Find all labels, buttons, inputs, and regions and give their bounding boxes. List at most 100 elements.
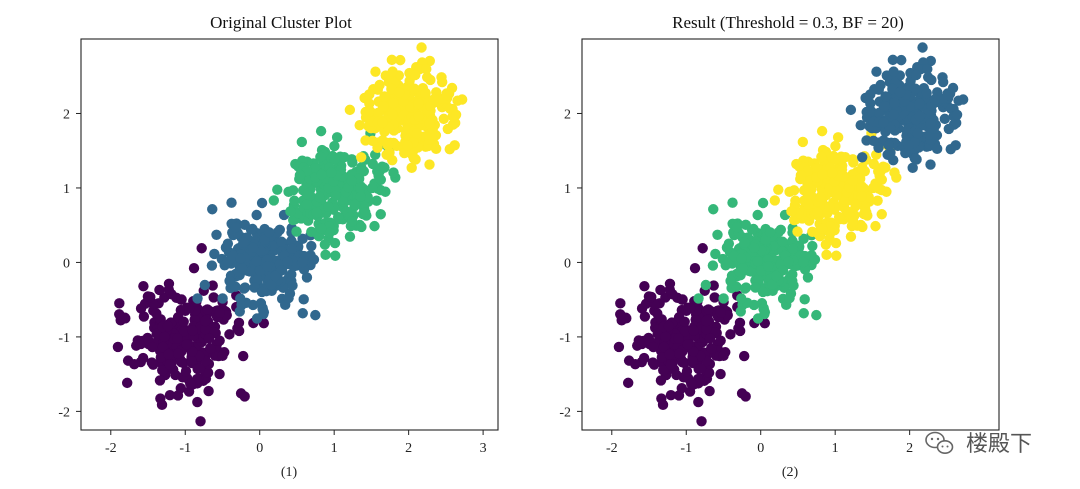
- x-tick-label: -2: [606, 441, 618, 456]
- data-point-cluster-1: [798, 256, 809, 268]
- data-point-cluster-2: [817, 169, 828, 180]
- data-point-cluster-1: [207, 204, 218, 215]
- data-point-cluster-0: [734, 325, 746, 337]
- data-point-cluster-0: [188, 263, 200, 274]
- data-point-cluster-0: [696, 416, 707, 427]
- data-point-cluster-3: [896, 54, 907, 66]
- data-point-cluster-3: [406, 162, 417, 174]
- data-point-cluster-3: [957, 94, 969, 105]
- data-point-cluster-0: [200, 323, 211, 335]
- data-point-cluster-0: [200, 315, 211, 327]
- data-point-cluster-3: [456, 94, 468, 105]
- y-tick-label: 0: [63, 256, 70, 271]
- data-point-cluster-0: [695, 363, 707, 374]
- data-point-cluster-1: [258, 306, 270, 318]
- data-point-cluster-0: [176, 294, 187, 305]
- watermark-text: 楼殿下: [966, 432, 1032, 457]
- data-point-cluster-3: [912, 127, 924, 139]
- y-tick-label: 2: [63, 107, 70, 122]
- data-point-cluster-3: [378, 101, 389, 112]
- data-point-cluster-1: [731, 222, 743, 233]
- data-point-cluster-0: [203, 385, 214, 397]
- data-point-cluster-0: [665, 359, 676, 370]
- data-point-cluster-2: [847, 175, 859, 186]
- data-point-cluster-0: [202, 367, 214, 378]
- data-point-cluster-0: [734, 317, 746, 329]
- scatter-points: [613, 42, 969, 427]
- data-point-cluster-1: [783, 256, 794, 268]
- data-point-cluster-2: [346, 175, 358, 186]
- data-point-cluster-0: [679, 316, 690, 327]
- data-point-cluster-0: [693, 396, 704, 408]
- data-point-cluster-0: [178, 325, 190, 337]
- data-point-cluster-3: [364, 89, 375, 100]
- data-point-cluster-2: [356, 221, 367, 233]
- data-point-cluster-0: [725, 329, 736, 340]
- data-point-cluster-0: [155, 393, 166, 404]
- data-point-cluster-3: [888, 109, 899, 120]
- data-point-cluster-3: [907, 162, 918, 174]
- data-point-cluster-1: [752, 209, 763, 221]
- data-point-cluster-0: [677, 357, 688, 368]
- data-point-cluster-0: [202, 304, 213, 315]
- data-point-cluster-0: [689, 263, 701, 274]
- data-point-cluster-0: [203, 333, 215, 344]
- data-point-cluster-3: [382, 140, 393, 151]
- data-point-cluster-2: [795, 170, 807, 181]
- data-point-cluster-1: [276, 236, 287, 247]
- data-point-cluster-2: [880, 162, 891, 173]
- data-point-cluster-1: [283, 292, 294, 304]
- data-point-cluster-1: [739, 237, 750, 248]
- data-point-cluster-0: [679, 325, 691, 337]
- data-point-cluster-3: [943, 123, 955, 135]
- data-point-cluster-3: [942, 89, 953, 101]
- data-point-cluster-2: [329, 237, 341, 249]
- data-point-cluster-3: [868, 135, 879, 147]
- panel-original: Original Cluster Plot -2 -1 0 1 2 3 -2 -1 0 1 2 (…: [58, 13, 499, 480]
- data-point-cluster-1: [230, 222, 242, 233]
- data-point-cluster-2: [309, 162, 321, 174]
- data-point-cluster-2: [833, 211, 845, 223]
- data-point-cluster-0: [173, 348, 184, 359]
- data-point-cluster-2: [344, 231, 356, 242]
- data-point-cluster-1: [234, 306, 245, 317]
- data-point-cluster-3: [951, 109, 963, 120]
- data-point-cluster-2: [339, 151, 350, 163]
- data-point-cluster-3: [914, 111, 926, 122]
- data-point-cluster-0: [214, 307, 225, 318]
- data-point-cluster-1: [736, 293, 747, 304]
- data-point-cluster-1: [787, 235, 798, 247]
- data-point-cluster-0: [181, 339, 192, 350]
- data-point-cluster-0: [238, 350, 249, 362]
- data-point-cluster-2: [847, 216, 859, 227]
- data-point-cluster-3: [883, 140, 894, 151]
- data-point-cluster-2: [802, 199, 814, 210]
- data-point-cluster-3: [436, 76, 448, 88]
- data-point-cluster-3: [871, 66, 882, 77]
- data-point-cluster-2: [329, 153, 340, 165]
- data-point-cluster-1: [276, 265, 288, 276]
- data-point-cluster-3: [424, 118, 435, 129]
- data-point-cluster-0: [159, 331, 170, 343]
- data-point-cluster-3: [355, 152, 367, 163]
- data-point-cluster-1: [737, 262, 749, 274]
- data-point-cluster-0: [147, 341, 158, 353]
- data-point-cluster-3: [888, 155, 899, 166]
- data-point-cluster-1: [235, 253, 246, 264]
- data-point-cluster-1: [247, 242, 259, 253]
- data-point-cluster-0: [187, 325, 198, 336]
- data-point-cluster-0: [658, 341, 670, 353]
- data-point-cluster-3: [917, 42, 928, 53]
- data-point-cluster-1: [209, 248, 220, 260]
- x-tick-label: 2: [906, 441, 913, 456]
- data-point-cluster-0: [135, 303, 147, 314]
- data-point-cluster-0: [688, 325, 699, 336]
- data-point-cluster-2: [857, 165, 868, 177]
- data-point-cluster-1: [269, 270, 281, 282]
- data-point-cluster-0: [154, 284, 165, 296]
- data-point-cluster-0: [217, 350, 228, 362]
- data-point-cluster-2: [788, 185, 800, 196]
- data-point-cluster-0: [703, 367, 715, 378]
- data-point-cluster-3: [937, 76, 949, 88]
